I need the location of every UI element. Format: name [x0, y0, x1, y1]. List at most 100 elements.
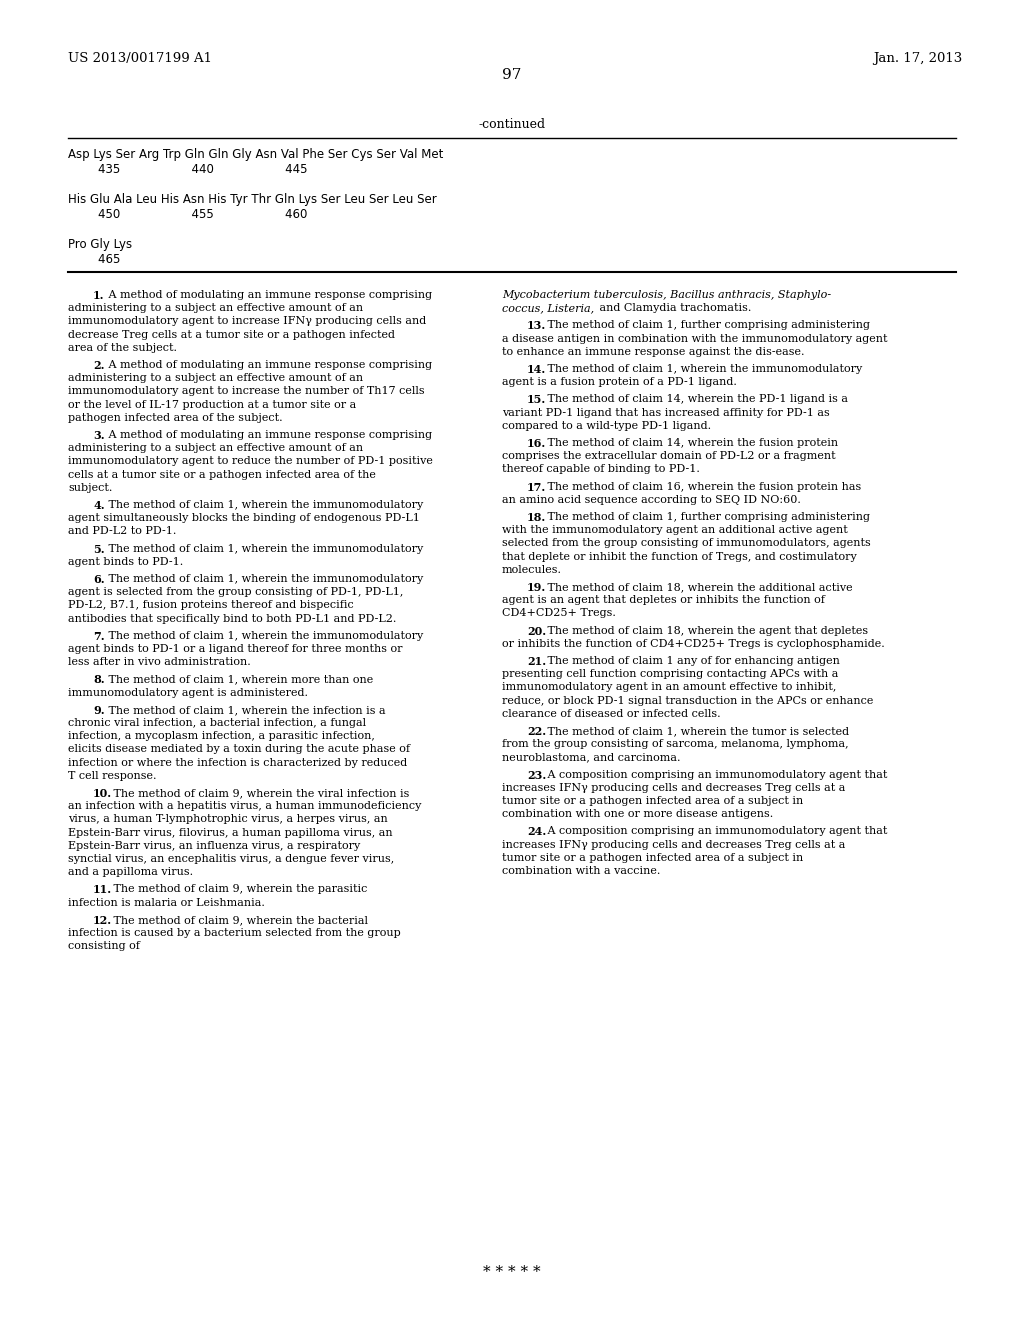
Text: 17.: 17. — [527, 482, 546, 492]
Text: agent is an agent that depletes or inhibits the function of: agent is an agent that depletes or inhib… — [502, 595, 825, 605]
Text: presenting cell function comprising contacting APCs with a: presenting cell function comprising cont… — [502, 669, 839, 680]
Text: that deplete or inhibit the function of Tregs, and costimulatory: that deplete or inhibit the function of … — [502, 552, 857, 561]
Text: 2.: 2. — [93, 360, 104, 371]
Text: 97: 97 — [503, 69, 521, 82]
Text: agent binds to PD-1.: agent binds to PD-1. — [68, 557, 183, 566]
Text: The method of claim 1, further comprising administering: The method of claim 1, further comprisin… — [545, 321, 870, 330]
Text: 13.: 13. — [527, 321, 546, 331]
Text: virus, a human T-lymphotrophic virus, a herpes virus, an: virus, a human T-lymphotrophic virus, a … — [68, 814, 388, 825]
Text: immunomodulatory agent to increase the number of Th17 cells: immunomodulatory agent to increase the n… — [68, 387, 425, 396]
Text: neuroblastoma, and carcinoma.: neuroblastoma, and carcinoma. — [502, 752, 681, 763]
Text: 19.: 19. — [527, 582, 546, 593]
Text: compared to a wild-type PD-1 ligand.: compared to a wild-type PD-1 ligand. — [502, 421, 711, 430]
Text: 1.: 1. — [93, 290, 104, 301]
Text: agent is selected from the group consisting of PD-1, PD-L1,: agent is selected from the group consist… — [68, 587, 403, 597]
Text: cells at a tumor site or a pathogen infected area of the: cells at a tumor site or a pathogen infe… — [68, 470, 376, 479]
Text: elicits disease mediated by a toxin during the acute phase of: elicits disease mediated by a toxin duri… — [68, 744, 410, 755]
Text: immunomodulatory agent in an amount effective to inhibit,: immunomodulatory agent in an amount effe… — [502, 682, 837, 693]
Text: an infection with a hepatitis virus, a human immunodeficiency: an infection with a hepatitis virus, a h… — [68, 801, 421, 812]
Text: 450                   455                   460: 450 455 460 — [68, 209, 307, 220]
Text: to enhance an immune response against the dis-ease.: to enhance an immune response against th… — [502, 347, 805, 356]
Text: or the level of IL-17 production at a tumor site or a: or the level of IL-17 production at a tu… — [68, 400, 356, 409]
Text: agent binds to PD-1 or a ligand thereof for three months or: agent binds to PD-1 or a ligand thereof … — [68, 644, 402, 653]
Text: CD4+CD25+ Tregs.: CD4+CD25+ Tregs. — [502, 609, 615, 618]
Text: synctial virus, an encephalitis virus, a dengue fever virus,: synctial virus, an encephalitis virus, a… — [68, 854, 394, 865]
Text: His Glu Ala Leu His Asn His Tyr Thr Gln Lys Ser Leu Ser Leu Ser: His Glu Ala Leu His Asn His Tyr Thr Gln … — [68, 193, 437, 206]
Text: 5.: 5. — [93, 544, 104, 554]
Text: The method of claim 9, wherein the bacterial: The method of claim 9, wherein the bacte… — [111, 915, 369, 925]
Text: The method of claim 14, wherein the PD-1 ligand is a: The method of claim 14, wherein the PD-1… — [545, 395, 849, 404]
Text: Asp Lys Ser Arg Trp Gln Gln Gly Asn Val Phe Ser Cys Ser Val Met: Asp Lys Ser Arg Trp Gln Gln Gly Asn Val … — [68, 148, 443, 161]
Text: 24.: 24. — [527, 826, 546, 837]
Text: agent simultaneously blocks the binding of endogenous PD-L1: agent simultaneously blocks the binding … — [68, 513, 420, 523]
Text: The method of claim 1, wherein the infection is a: The method of claim 1, wherein the infec… — [104, 705, 385, 715]
Text: and PD-L2 to PD-1.: and PD-L2 to PD-1. — [68, 527, 176, 536]
Text: combination with a vaccine.: combination with a vaccine. — [502, 866, 660, 876]
Text: 11.: 11. — [93, 884, 112, 895]
Text: immunomodulatory agent to reduce the number of PD-1 positive: immunomodulatory agent to reduce the num… — [68, 457, 433, 466]
Text: pathogen infected area of the subject.: pathogen infected area of the subject. — [68, 413, 283, 422]
Text: 465: 465 — [68, 253, 121, 267]
Text: A method of modulating an immune response comprising: A method of modulating an immune respons… — [104, 360, 432, 370]
Text: 12.: 12. — [93, 915, 112, 925]
Text: area of the subject.: area of the subject. — [68, 343, 177, 352]
Text: The method of claim 9, wherein the parasitic: The method of claim 9, wherein the paras… — [111, 884, 368, 895]
Text: administering to a subject an effective amount of an: administering to a subject an effective … — [68, 444, 364, 453]
Text: administering to a subject an effective amount of an: administering to a subject an effective … — [68, 304, 364, 313]
Text: infection or where the infection is characterized by reduced: infection or where the infection is char… — [68, 758, 408, 768]
Text: infection is caused by a bacterium selected from the group: infection is caused by a bacterium selec… — [68, 928, 400, 939]
Text: 16.: 16. — [527, 438, 546, 449]
Text: -continued: -continued — [478, 117, 546, 131]
Text: less after in vivo administration.: less after in vivo administration. — [68, 657, 251, 667]
Text: clearance of diseased or infected cells.: clearance of diseased or infected cells. — [502, 709, 721, 719]
Text: The method of claim 1, wherein the immunomodulatory: The method of claim 1, wherein the immun… — [104, 574, 423, 583]
Text: Mycobacterium tuberculosis, Bacillus anthracis, Staphylo-: Mycobacterium tuberculosis, Bacillus ant… — [502, 290, 831, 300]
Text: or inhibits the function of CD4+CD25+ Tregs is cyclophosphamide.: or inhibits the function of CD4+CD25+ Tr… — [502, 639, 885, 649]
Text: 6.: 6. — [93, 574, 104, 585]
Text: A method of modulating an immune response comprising: A method of modulating an immune respons… — [104, 290, 432, 300]
Text: agent is a fusion protein of a PD-1 ligand.: agent is a fusion protein of a PD-1 liga… — [502, 378, 737, 387]
Text: immunomodulatory agent to increase IFNγ producing cells and: immunomodulatory agent to increase IFNγ … — [68, 317, 426, 326]
Text: a disease antigen in combination with the immunomodulatory agent: a disease antigen in combination with th… — [502, 334, 888, 343]
Text: 20.: 20. — [527, 626, 546, 636]
Text: combination with one or more disease antigens.: combination with one or more disease ant… — [502, 809, 773, 820]
Text: The method of claim 1, wherein the tumor is selected: The method of claim 1, wherein the tumor… — [545, 726, 850, 737]
Text: The method of claim 18, wherein the additional active: The method of claim 18, wherein the addi… — [545, 582, 853, 591]
Text: thereof capable of binding to PD-1.: thereof capable of binding to PD-1. — [502, 465, 699, 474]
Text: tumor site or a pathogen infected area of a subject in: tumor site or a pathogen infected area o… — [502, 853, 803, 863]
Text: The method of claim 18, wherein the agent that depletes: The method of claim 18, wherein the agen… — [545, 626, 868, 636]
Text: coccus, Listeria,: coccus, Listeria, — [502, 304, 594, 313]
Text: US 2013/0017199 A1: US 2013/0017199 A1 — [68, 51, 212, 65]
Text: The method of claim 1, wherein the immunomodulatory: The method of claim 1, wherein the immun… — [545, 364, 862, 374]
Text: comprises the extracellular domain of PD-L2 or a fragment: comprises the extracellular domain of PD… — [502, 451, 836, 461]
Text: Epstein-Barr virus, an influenza virus, a respiratory: Epstein-Barr virus, an influenza virus, … — [68, 841, 360, 851]
Text: chronic viral infection, a bacterial infection, a fungal: chronic viral infection, a bacterial inf… — [68, 718, 367, 729]
Text: and Clamydia trachomatis.: and Clamydia trachomatis. — [596, 304, 751, 313]
Text: The method of claim 1, wherein the immunomodulatory: The method of claim 1, wherein the immun… — [104, 500, 423, 510]
Text: an amino acid sequence according to SEQ ID NO:60.: an amino acid sequence according to SEQ … — [502, 495, 801, 504]
Text: infection is malaria or Leishmania.: infection is malaria or Leishmania. — [68, 898, 265, 908]
Text: from the group consisting of sarcoma, melanoma, lymphoma,: from the group consisting of sarcoma, me… — [502, 739, 849, 750]
Text: 23.: 23. — [527, 770, 546, 780]
Text: infection, a mycoplasm infection, a parasitic infection,: infection, a mycoplasm infection, a para… — [68, 731, 375, 742]
Text: A composition comprising an immunomodulatory agent that: A composition comprising an immunomodula… — [545, 826, 888, 837]
Text: reduce, or block PD-1 signal transduction in the APCs or enhance: reduce, or block PD-1 signal transductio… — [502, 696, 873, 706]
Text: PD-L2, B7.1, fusion proteins thereof and bispecific: PD-L2, B7.1, fusion proteins thereof and… — [68, 601, 353, 610]
Text: 7.: 7. — [93, 631, 104, 642]
Text: The method of claim 1, wherein more than one: The method of claim 1, wherein more than… — [104, 675, 373, 684]
Text: 10.: 10. — [93, 788, 112, 799]
Text: selected from the group consisting of immunomodulators, agents: selected from the group consisting of im… — [502, 539, 870, 548]
Text: Epstein-Barr virus, filovirus, a human papilloma virus, an: Epstein-Barr virus, filovirus, a human p… — [68, 828, 392, 838]
Text: Jan. 17, 2013: Jan. 17, 2013 — [872, 51, 962, 65]
Text: The method of claim 16, wherein the fusion protein has: The method of claim 16, wherein the fusi… — [545, 482, 861, 491]
Text: with the immunomodulatory agent an additional active agent: with the immunomodulatory agent an addit… — [502, 525, 848, 535]
Text: 14.: 14. — [527, 364, 546, 375]
Text: The method of claim 1, wherein the immunomodulatory: The method of claim 1, wherein the immun… — [104, 544, 423, 553]
Text: The method of claim 1, further comprising administering: The method of claim 1, further comprisin… — [545, 512, 870, 521]
Text: A method of modulating an immune response comprising: A method of modulating an immune respons… — [104, 430, 432, 440]
Text: 18.: 18. — [527, 512, 546, 523]
Text: increases IFNγ producing cells and decreases Treg cells at a: increases IFNγ producing cells and decre… — [502, 783, 846, 793]
Text: administering to a subject an effective amount of an: administering to a subject an effective … — [68, 374, 364, 383]
Text: T cell response.: T cell response. — [68, 771, 157, 781]
Text: 435                   440                   445: 435 440 445 — [68, 162, 307, 176]
